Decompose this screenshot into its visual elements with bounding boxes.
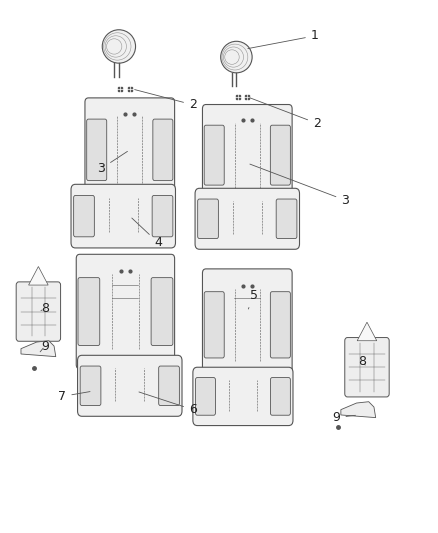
Text: 2: 2 [134, 90, 197, 111]
FancyBboxPatch shape [78, 278, 100, 345]
FancyBboxPatch shape [87, 119, 107, 181]
Ellipse shape [221, 41, 252, 73]
Text: 8: 8 [359, 356, 367, 368]
FancyBboxPatch shape [153, 119, 173, 181]
FancyBboxPatch shape [80, 366, 101, 406]
FancyBboxPatch shape [151, 278, 173, 345]
FancyBboxPatch shape [195, 377, 215, 415]
Text: 8: 8 [41, 302, 49, 316]
Text: 9: 9 [40, 340, 49, 352]
FancyBboxPatch shape [276, 199, 297, 239]
Polygon shape [357, 322, 377, 341]
FancyBboxPatch shape [193, 367, 293, 425]
FancyBboxPatch shape [152, 196, 173, 237]
FancyBboxPatch shape [204, 125, 224, 185]
FancyBboxPatch shape [76, 254, 175, 369]
FancyBboxPatch shape [270, 125, 290, 185]
FancyBboxPatch shape [270, 292, 290, 358]
FancyBboxPatch shape [16, 282, 60, 341]
FancyBboxPatch shape [202, 104, 292, 206]
FancyBboxPatch shape [270, 377, 290, 415]
Text: 1: 1 [248, 29, 319, 49]
FancyBboxPatch shape [204, 292, 224, 358]
FancyBboxPatch shape [345, 337, 389, 397]
FancyBboxPatch shape [195, 188, 300, 249]
Ellipse shape [102, 30, 135, 63]
FancyBboxPatch shape [78, 356, 182, 416]
Text: 3: 3 [98, 151, 127, 175]
FancyBboxPatch shape [202, 269, 292, 381]
Text: 9: 9 [332, 411, 356, 424]
Text: 5: 5 [248, 289, 258, 309]
Text: 6: 6 [139, 392, 197, 416]
Polygon shape [341, 402, 376, 418]
FancyBboxPatch shape [198, 199, 219, 239]
Text: 7: 7 [58, 390, 90, 403]
FancyBboxPatch shape [85, 98, 175, 202]
Polygon shape [21, 341, 56, 357]
Text: 3: 3 [250, 164, 349, 207]
FancyBboxPatch shape [74, 196, 94, 237]
Text: 2: 2 [250, 98, 321, 130]
Text: 4: 4 [132, 218, 162, 249]
FancyBboxPatch shape [71, 184, 176, 248]
Polygon shape [28, 266, 48, 285]
FancyBboxPatch shape [159, 366, 180, 406]
